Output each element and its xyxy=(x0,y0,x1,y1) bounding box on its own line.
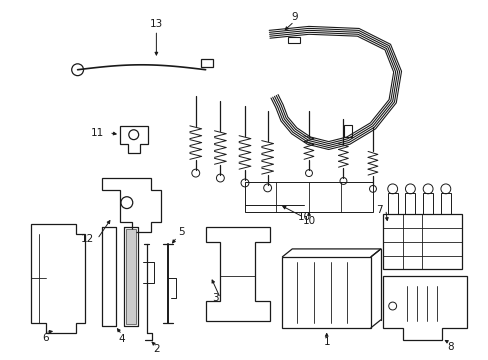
Text: 1: 1 xyxy=(323,337,329,347)
Text: 2: 2 xyxy=(153,345,160,354)
Text: 5: 5 xyxy=(178,227,185,237)
Bar xyxy=(200,59,212,67)
Text: 3: 3 xyxy=(212,293,218,303)
Text: 10: 10 xyxy=(297,212,310,222)
Text: 10: 10 xyxy=(302,216,315,226)
Bar xyxy=(440,193,450,215)
Text: 8: 8 xyxy=(447,342,453,352)
Text: 6: 6 xyxy=(42,333,48,342)
Text: 11: 11 xyxy=(90,128,104,138)
FancyBboxPatch shape xyxy=(288,37,300,43)
Bar xyxy=(382,215,461,269)
Text: 4: 4 xyxy=(119,334,125,345)
Bar xyxy=(387,193,397,215)
Bar xyxy=(405,193,414,215)
Text: 13: 13 xyxy=(149,19,163,30)
Bar xyxy=(244,182,372,212)
Text: 12: 12 xyxy=(81,234,94,244)
Bar xyxy=(422,193,432,215)
Polygon shape xyxy=(125,229,136,324)
FancyBboxPatch shape xyxy=(344,125,351,137)
Bar xyxy=(282,257,370,328)
Text: 9: 9 xyxy=(290,12,297,22)
Text: 7: 7 xyxy=(376,204,383,215)
